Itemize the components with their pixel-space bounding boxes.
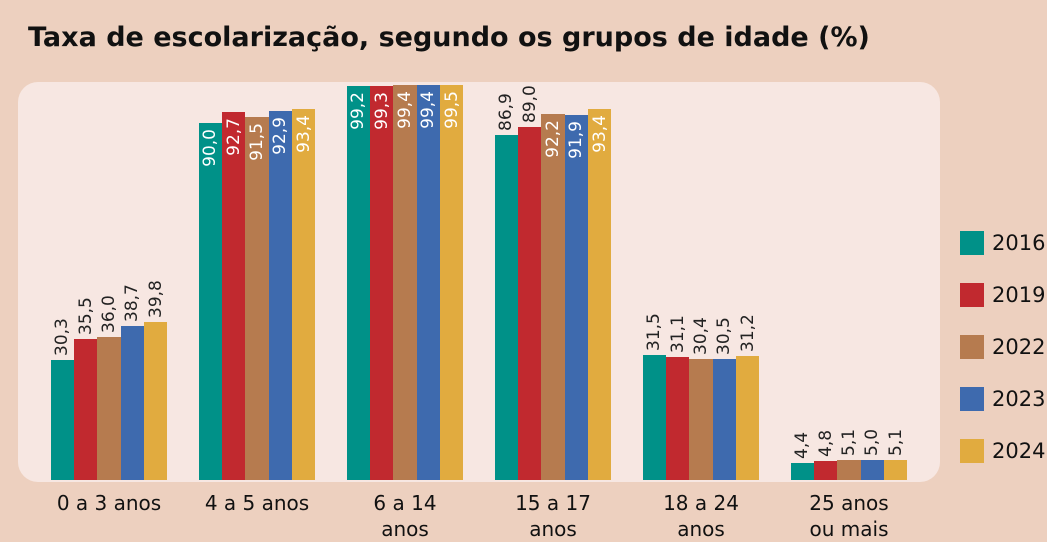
bar [564, 115, 589, 480]
bar [393, 85, 417, 480]
value-label: 5,0 [862, 429, 883, 457]
bar [736, 356, 760, 480]
legend-label: 2019 [992, 283, 1046, 307]
value-label: 90,0 [200, 128, 221, 167]
value-label: 30,4 [691, 317, 711, 356]
legend-swatch [960, 335, 984, 359]
value-label: 4,4 [792, 431, 813, 459]
bar [144, 321, 168, 480]
value-label: 31,5 [644, 313, 665, 351]
value-label: 5,1 [885, 428, 906, 456]
chart-title: Taxa de escolarização, segundo os grupos… [28, 22, 870, 53]
x-tick-label: 4 a 5 anos [204, 491, 310, 515]
bar [97, 337, 121, 480]
value-label: 91,9 [566, 121, 587, 160]
bar [292, 109, 316, 480]
bar [221, 111, 246, 480]
bar [245, 116, 269, 480]
value-label: 92,7 [223, 117, 244, 156]
x-tick-label: 0 a 3 anos [56, 491, 162, 515]
value-label: 39,8 [145, 280, 166, 318]
bar [813, 460, 838, 480]
value-label: 92,2 [543, 119, 563, 158]
bar [416, 85, 441, 480]
value-label: 89,0 [519, 84, 540, 123]
bar [689, 359, 713, 480]
bar [588, 109, 612, 480]
value-label: 99,5 [441, 90, 462, 129]
value-label: 91,5 [247, 122, 267, 161]
legend-label: 2016 [992, 231, 1046, 255]
legend-swatch [960, 387, 984, 411]
x-tick-label: 18 a 24 anos [663, 491, 739, 541]
bar [440, 84, 464, 480]
bar [790, 462, 814, 480]
x-tick-label: 6 a 14 anos [373, 491, 437, 541]
bar [642, 354, 666, 480]
value-label: 93,4 [293, 115, 314, 154]
bar [198, 122, 222, 480]
legend-swatch [960, 231, 984, 255]
bar [268, 111, 293, 480]
legend-label: 2022 [992, 335, 1046, 359]
bar [884, 459, 908, 480]
bar [494, 135, 518, 480]
value-label: 93,4 [589, 115, 610, 154]
value-label: 99,2 [348, 92, 369, 131]
value-label: 30,5 [714, 317, 735, 355]
value-label: 5,1 [839, 428, 859, 456]
bar [369, 85, 394, 480]
value-label: 99,4 [418, 91, 439, 130]
plot-panel [18, 82, 940, 482]
value-label: 99,4 [395, 91, 415, 130]
bar [665, 356, 690, 480]
legend-swatch [960, 283, 984, 307]
value-label: 35,5 [75, 297, 96, 336]
value-label: 31,2 [737, 314, 758, 353]
x-tick-label: 25 anos ou mais [809, 491, 889, 541]
value-label: 30,3 [52, 317, 73, 356]
value-label: 31,1 [667, 314, 688, 353]
legend-label: 2024 [992, 439, 1046, 463]
value-label: 86,9 [496, 93, 517, 131]
x-tick-label: 15 a 17 anos [515, 491, 591, 541]
bar [346, 86, 370, 480]
bar [712, 358, 737, 480]
legend-label: 2023 [992, 387, 1046, 411]
bar [120, 326, 145, 480]
bar [50, 359, 74, 480]
value-label: 92,9 [270, 117, 291, 156]
value-label: 99,3 [371, 91, 392, 130]
value-label: 38,7 [122, 284, 143, 323]
value-label: 36,0 [99, 295, 119, 334]
bar [837, 459, 861, 480]
bar [860, 460, 885, 480]
bar [541, 113, 565, 480]
legend-swatch [960, 439, 984, 463]
bar [73, 339, 98, 480]
value-label: 4,8 [815, 429, 836, 457]
bar [517, 126, 542, 480]
